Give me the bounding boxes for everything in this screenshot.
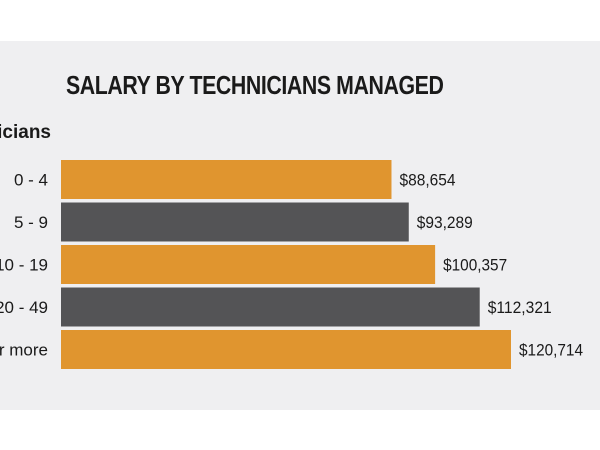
chart-title: SALARY BY TECHNICIANS MANAGED bbox=[66, 70, 444, 100]
category-label-2: 5 - 9 bbox=[14, 213, 48, 232]
bar-2 bbox=[61, 202, 409, 242]
category-label-5: or more bbox=[0, 341, 48, 360]
value-label-4: $112,321 bbox=[488, 298, 552, 317]
value-label-1: $88,654 bbox=[399, 171, 455, 190]
bar-1 bbox=[61, 160, 392, 199]
bar-3 bbox=[61, 245, 436, 284]
value-label-5: $120,714 bbox=[519, 341, 583, 360]
category-label-4: 20 - 49 bbox=[0, 298, 48, 317]
category-label-3: 10 - 19 bbox=[0, 256, 48, 275]
category-label-1: 0 - 4 bbox=[14, 171, 48, 190]
bar-5 bbox=[61, 330, 511, 369]
y-axis-label: nicians bbox=[0, 122, 51, 143]
bar-4 bbox=[61, 287, 480, 327]
value-label-3: $100,357 bbox=[443, 256, 507, 275]
value-label-2: $93,289 bbox=[417, 213, 473, 232]
